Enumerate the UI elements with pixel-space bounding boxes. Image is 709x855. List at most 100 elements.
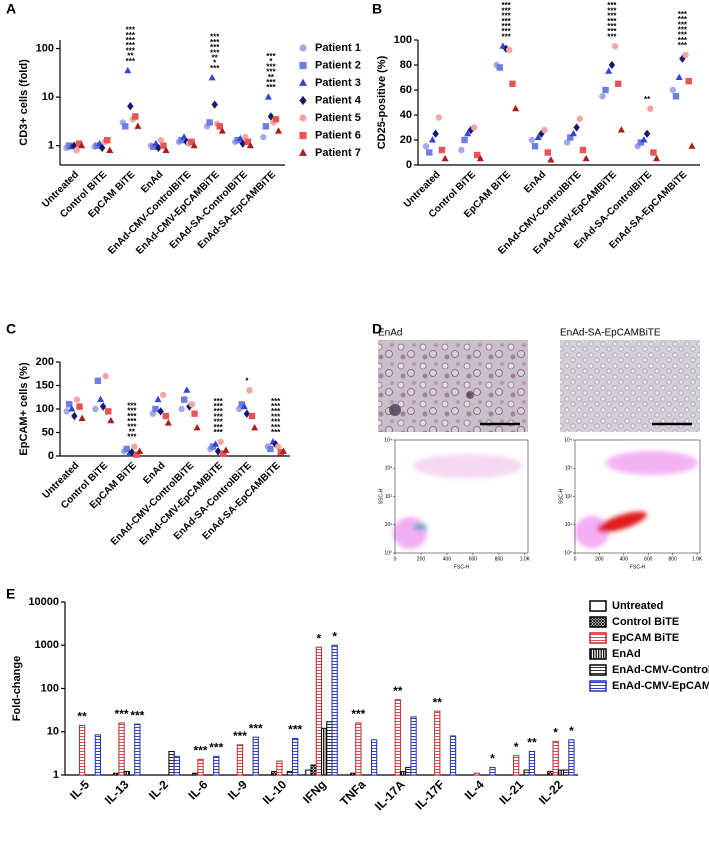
legend-marker	[299, 61, 307, 70]
data-point	[206, 119, 213, 126]
legend-swatch	[589, 664, 607, 676]
x-tick-label: IL-17F	[412, 777, 447, 812]
micrograph	[378, 340, 528, 432]
significance: ***	[213, 412, 223, 421]
data-point	[191, 410, 198, 417]
x-tick-label: 600	[469, 556, 478, 562]
bar	[489, 766, 496, 776]
y-tick-label: 80	[400, 59, 412, 71]
data-point	[582, 154, 590, 162]
data-point	[569, 129, 577, 137]
data-point	[65, 142, 73, 149]
significance: ***	[351, 707, 365, 721]
x-tick-label: 200	[417, 556, 426, 562]
bar	[310, 764, 317, 776]
data-point	[653, 154, 661, 162]
y-tick-label: 100	[41, 682, 59, 694]
y-tick-label: 10⁰	[564, 550, 572, 556]
data-point	[214, 447, 222, 456]
significance: ***	[127, 412, 137, 421]
data-point	[188, 401, 196, 408]
data-point	[260, 133, 267, 141]
panel-label: B	[372, 1, 382, 17]
legend-label: EnAd	[612, 648, 641, 660]
significance: ***	[126, 41, 136, 50]
data-point	[541, 126, 548, 134]
data-point	[672, 93, 680, 100]
significance: ***	[501, 22, 511, 31]
data-point	[428, 136, 436, 143]
data-point	[180, 133, 188, 140]
bar	[236, 744, 244, 776]
significance: ***	[607, 6, 617, 15]
x-tick-label: 800	[668, 556, 677, 562]
significance: ***	[126, 26, 136, 35]
y-tick-label: 10	[47, 726, 59, 738]
significance: ***	[678, 36, 688, 45]
bar	[192, 772, 199, 776]
significance: ***	[271, 407, 281, 416]
significance: ***	[233, 729, 247, 743]
y-tick-label: 10⁴	[564, 437, 572, 443]
x-axis-label: FSC-H	[454, 564, 470, 570]
bar	[528, 750, 536, 776]
significance: ***	[271, 418, 281, 427]
bar	[173, 755, 180, 776]
legend-swatch	[589, 648, 607, 660]
legend-swatch	[589, 600, 607, 612]
significance: ***	[213, 407, 223, 416]
x-tick-label: 1.0K	[520, 556, 531, 562]
data-point	[264, 93, 272, 100]
x-tick-label: IL-4	[462, 777, 487, 802]
data-point	[154, 395, 162, 403]
data-point	[78, 414, 86, 421]
bar	[557, 769, 565, 776]
data-point	[193, 423, 201, 431]
data-point	[71, 411, 78, 421]
significance: ***	[678, 10, 688, 19]
bar	[399, 771, 407, 776]
legend-marker	[299, 44, 307, 52]
significance: ***	[501, 32, 511, 41]
data-point	[73, 147, 80, 154]
significance: ***	[209, 741, 223, 755]
data-point	[461, 136, 468, 144]
x-tick-label: IFNg	[300, 777, 329, 806]
data-point	[92, 405, 99, 413]
data-point	[157, 407, 164, 416]
bar	[271, 771, 278, 776]
panel-label: D	[372, 321, 382, 337]
data-point	[212, 440, 220, 447]
data-point	[611, 43, 619, 50]
significance: **	[527, 736, 537, 750]
y-tick-label: 10³	[565, 466, 573, 472]
data-point	[164, 419, 172, 426]
x-tick-label: IL-13	[102, 777, 132, 807]
data-point	[617, 126, 625, 133]
y-tick-label: 100	[36, 403, 54, 415]
bar	[276, 760, 283, 776]
data-point	[63, 408, 70, 415]
data-point	[160, 391, 167, 399]
data-point	[682, 51, 689, 59]
bar	[118, 722, 125, 776]
data-point	[435, 114, 442, 121]
bar	[523, 769, 530, 776]
data-point	[496, 64, 503, 71]
significance: ***	[266, 68, 276, 77]
data-point	[458, 146, 465, 154]
data-point	[675, 73, 683, 81]
legend-swatch	[589, 632, 607, 644]
data-point	[272, 116, 280, 123]
y-axis-label: EpCAM+ cells (%)	[18, 362, 30, 456]
x-tick-label: IL-22	[536, 777, 566, 807]
significance: ***	[210, 33, 220, 42]
y-tick-label: 10000	[28, 596, 59, 608]
data-point	[669, 86, 677, 94]
data-point	[216, 123, 223, 130]
data-point	[685, 78, 692, 85]
data-point	[122, 123, 129, 130]
bar	[321, 727, 328, 776]
data-point	[218, 127, 226, 134]
significance: ***	[271, 397, 281, 406]
